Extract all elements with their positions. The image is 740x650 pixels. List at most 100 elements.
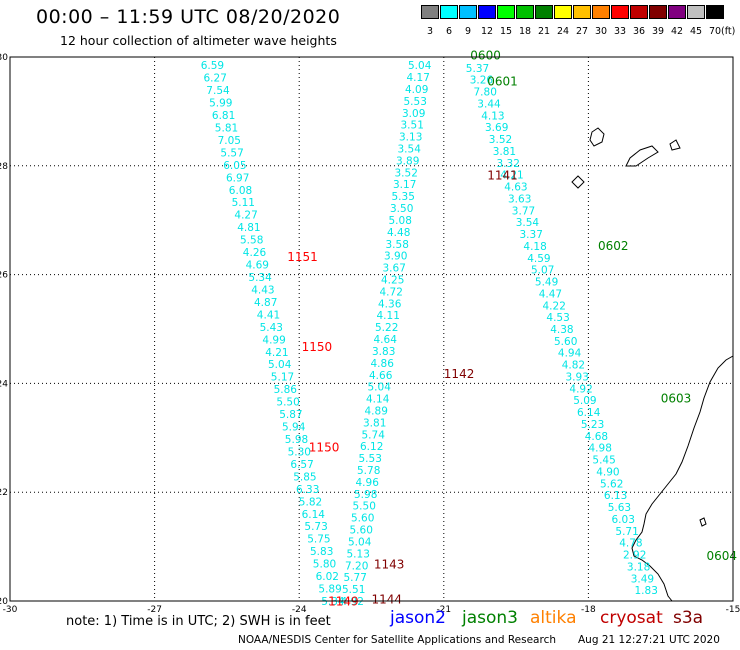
wave-height-value: 5.82 — [299, 496, 322, 508]
wave-height-value: 4.41 — [257, 309, 280, 321]
wave-height-value: 4.63 — [504, 182, 527, 194]
wave-height-value: 3.09 — [402, 108, 425, 120]
lon-tick-label: -15 — [726, 605, 740, 615]
island-outline — [669, 139, 681, 151]
wave-height-value: 5.13 — [347, 548, 370, 560]
wave-height-value: 4.43 — [251, 285, 274, 297]
wave-height-value: 4.21 — [500, 170, 523, 182]
wave-height-value: 4.25 — [381, 275, 404, 287]
wave-height-value: 3.89 — [396, 155, 419, 167]
wave-height-value: 5.04 — [368, 382, 392, 394]
color-swatch — [668, 5, 686, 19]
wave-height-value: 4.47 — [539, 288, 562, 300]
wave-height-value: 4.18 — [523, 241, 546, 253]
wave-height-value: 5.99 — [209, 98, 232, 110]
wave-height-value: 5.53 — [404, 96, 427, 108]
wave-height-value: 5.87 — [279, 409, 302, 421]
wave-height-value: 5.98 — [354, 489, 377, 501]
color-scale-label: 39 — [651, 26, 665, 37]
pass-time-label: 0601 — [487, 74, 518, 88]
wave-height-value: 5.60 — [350, 525, 373, 537]
wave-height-value: 5.04 — [348, 537, 372, 549]
wave-height-value: 5.60 — [351, 513, 374, 525]
wave-height-value: 3.81 — [363, 417, 386, 429]
wave-height-value: 5.30 — [288, 447, 311, 459]
wave-height-value: 4.98 — [589, 443, 612, 455]
wave-height-value: 5.04 — [408, 60, 432, 72]
african-coastline — [631, 355, 734, 602]
wave-height-value: 3.81 — [493, 146, 516, 158]
wave-height-value: 5.81 — [215, 123, 238, 135]
wave-height-value: 4.92 — [341, 596, 364, 608]
wave-height-value: 6.27 — [204, 73, 227, 85]
wave-height-value: 5.50 — [353, 501, 376, 513]
wave-height-value: 6.14 — [302, 509, 326, 521]
wave-height-value: 6.59 — [201, 60, 224, 72]
wave-height-value: 3.52 — [489, 134, 512, 146]
pass-time-label: 0604 — [707, 549, 738, 563]
footnote: note: 1) Time is in UTC; 2) SWH is in fe… — [66, 614, 331, 629]
wave-height-value: 3.83 — [372, 346, 395, 358]
wave-height-value: 3.51 — [401, 120, 424, 132]
wave-height-value: 3.69 — [485, 122, 508, 134]
wave-height-value: 5.23 — [581, 419, 604, 431]
wave-height-value: 4.94 — [558, 348, 582, 360]
lat-tick-label: 24 — [0, 379, 8, 389]
wave-height-value: 4.72 — [380, 286, 403, 298]
color-swatch — [535, 5, 553, 19]
wave-height-value: 3.93 — [566, 372, 589, 384]
wave-height-value: 5.11 — [232, 197, 255, 209]
lon-tick-label: -27 — [147, 605, 162, 615]
wave-height-value: 6.08 — [229, 185, 252, 197]
wave-height-value: 4.86 — [371, 358, 395, 370]
wave-height-value: 6.14 — [577, 407, 601, 419]
wave-height-value: 5.07 — [531, 265, 554, 277]
wave-height-value: 3.26 — [470, 75, 494, 87]
lon-tick-label: -21 — [436, 605, 451, 615]
island-outline — [699, 517, 707, 527]
pass-time-label: 1141 — [487, 168, 518, 182]
color-scale-label: 6 — [445, 26, 453, 37]
wave-height-value: 5.35 — [392, 191, 415, 203]
wave-height-value: 5.77 — [344, 572, 367, 584]
lat-tick-label: 20 — [0, 597, 8, 607]
wave-height-value: 3.13 — [399, 132, 422, 144]
wave-height-value: 5.34 — [321, 596, 345, 608]
wave-height-value: 7.05 — [218, 135, 241, 147]
wave-height-value: 5.71 — [615, 526, 638, 538]
wave-height-value: 4.36 — [378, 298, 402, 310]
wave-height-value: 4.82 — [562, 360, 585, 372]
color-swatch — [611, 5, 629, 19]
wave-height-value: 4.89 — [365, 406, 388, 418]
wave-height-value: 5.49 — [535, 277, 558, 289]
credit-line: NOAA/NESDIS Center for Satellite Applica… — [238, 634, 556, 646]
color-swatch — [706, 5, 724, 19]
wave-height-value: 4.64 — [374, 334, 398, 346]
wave-height-value: 4.26 — [243, 247, 267, 259]
wave-height-value: 3.37 — [520, 229, 543, 241]
wave-height-value: 4.96 — [356, 477, 380, 489]
wave-height-value: 6.33 — [296, 484, 319, 496]
wave-height-value: 2.92 — [623, 550, 646, 562]
wave-height-value: 4.38 — [550, 324, 573, 336]
wave-height-value: 4.13 — [481, 110, 504, 122]
wave-height-value: 5.60 — [554, 336, 577, 348]
wave-height-value: 3.58 — [386, 239, 409, 251]
wave-height-value: 7.54 — [206, 85, 230, 97]
wave-height-value: 6.05 — [223, 160, 246, 172]
color-scale-label: 27 — [575, 26, 589, 37]
color-scale-label: 70 — [708, 26, 722, 37]
pass-time-label: 1142 — [444, 367, 475, 381]
wave-height-value: 3.50 — [390, 203, 413, 215]
wave-height-value: 5.89 — [318, 584, 341, 596]
wave-height-value: 5.51 — [342, 584, 365, 596]
pass-time-label: 1150 — [302, 340, 333, 354]
island-outline — [571, 175, 585, 189]
color-scale-label: 21 — [537, 26, 551, 37]
wave-height-value: 5.75 — [307, 534, 330, 546]
wave-height-value: 3.32 — [497, 158, 520, 170]
wave-height-value: 5.85 — [293, 471, 316, 483]
satellite-legend-jason3: jason3 — [462, 608, 518, 628]
wave-height-value: 4.99 — [262, 334, 285, 346]
